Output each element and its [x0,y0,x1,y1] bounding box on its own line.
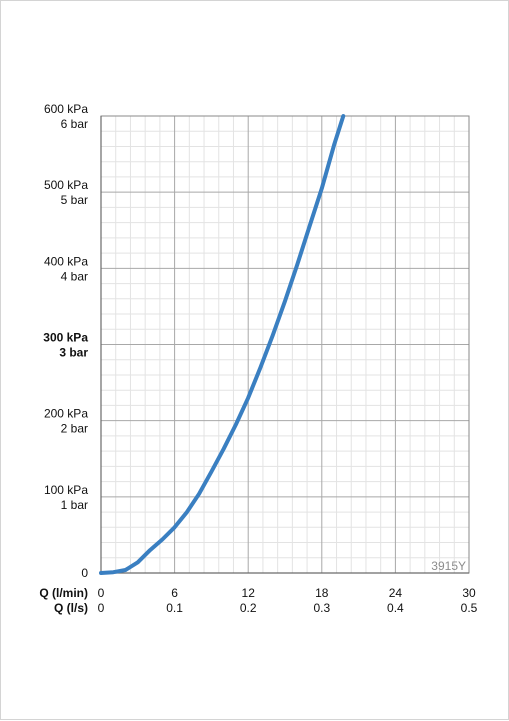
pressure-flow-curve [99,114,346,575]
x-tick-label: 0.4 [387,601,404,615]
x-tick-label: 0 [98,586,105,600]
x-tick-label: 30 [462,586,476,600]
y-tick-label-bar: 1 bar [61,498,88,512]
y-tick-label-kpa: 400 kPa [44,254,88,268]
y-tick-label-kpa: 0 [81,566,88,580]
y-tick-label-kpa: 300 kPa [43,331,88,345]
x-tick-label: 0.1 [166,601,183,615]
y-tick-label-bar: 2 bar [61,422,88,436]
y-tick-label-bar: 6 bar [61,117,88,131]
y-tick-label-kpa: 200 kPa [44,407,88,421]
x-tick-label: 0.3 [313,601,330,615]
y-tick-label-bar: 5 bar [61,193,88,207]
x-tick-label: 12 [242,586,256,600]
x-tick-label: 0.5 [461,601,478,615]
x-tick-label: 18 [315,586,329,600]
y-tick-label-kpa: 500 kPa [44,178,88,192]
chart-code-label: 3915Y [431,559,466,573]
x-axis-title: Q (l/min) [39,586,88,600]
y-tick-label-kpa: 100 kPa [44,483,88,497]
y-tick-label-bar: 4 bar [61,269,88,283]
x-tick-label: 0 [98,601,105,615]
x-tick-label: 0.2 [240,601,257,615]
y-tick-label-bar: 3 bar [59,346,88,360]
x-tick-label: 6 [171,586,178,600]
x-axis-title: Q (l/s) [54,601,88,615]
x-tick-label: 24 [389,586,403,600]
y-tick-label-kpa: 600 kPa [44,102,88,116]
